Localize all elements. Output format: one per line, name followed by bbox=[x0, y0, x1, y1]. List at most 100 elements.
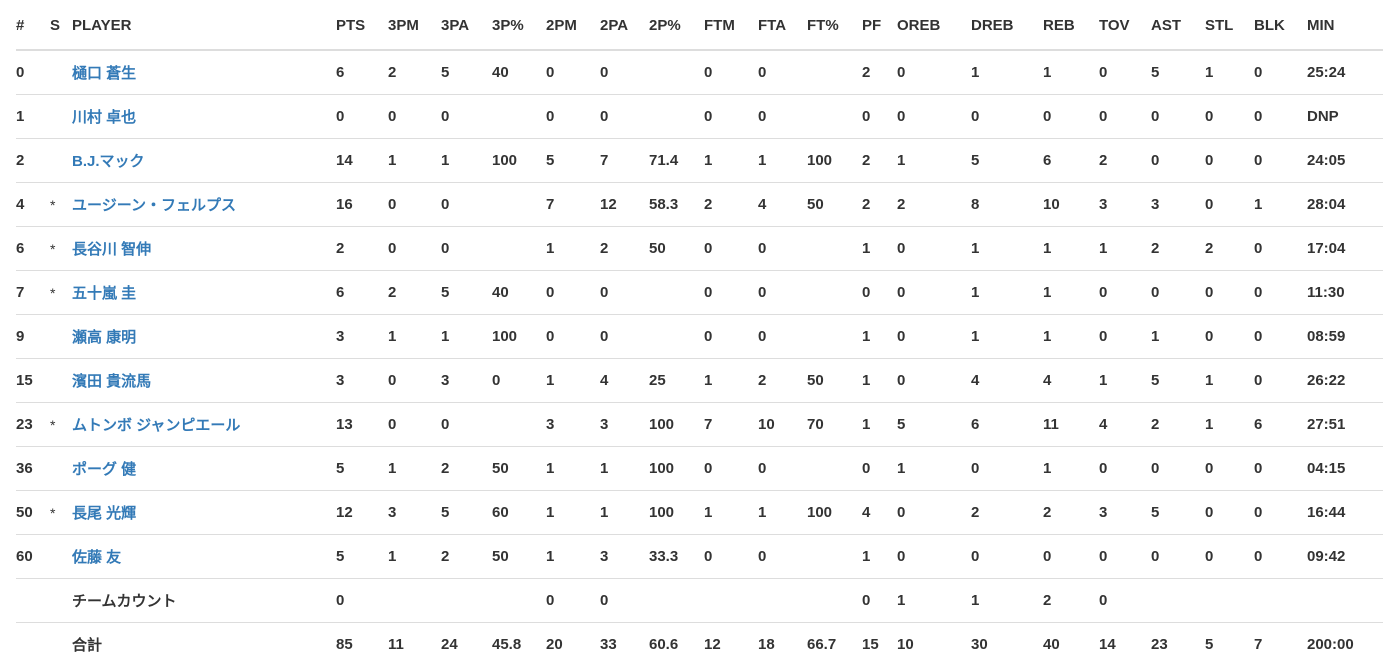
stat-2pa: 0 bbox=[600, 50, 649, 95]
stat-oreb: 0 bbox=[897, 315, 971, 359]
player-link[interactable]: 瀬高 康明 bbox=[72, 329, 136, 346]
column-header-3pa[interactable]: 3PA bbox=[441, 0, 492, 50]
stat-reb: 10 bbox=[1043, 183, 1099, 227]
column-header-2ppct[interactable]: 2P% bbox=[649, 0, 704, 50]
player-link[interactable]: 五十嵐 圭 bbox=[72, 285, 136, 302]
stat-3pm: 0 bbox=[388, 359, 441, 403]
stat-reb: 0 bbox=[1043, 95, 1099, 139]
stat-stl: 0 bbox=[1205, 95, 1254, 139]
stat-blk: 1 bbox=[1254, 183, 1307, 227]
stat-stl: 2 bbox=[1205, 227, 1254, 271]
stat-tov: 4 bbox=[1099, 403, 1151, 447]
column-header-stl[interactable]: STL bbox=[1205, 0, 1254, 50]
stat-3pa: 1 bbox=[441, 315, 492, 359]
stat-dreb: 4 bbox=[971, 359, 1043, 403]
stat-3pm: 0 bbox=[388, 95, 441, 139]
stat-2pa: 7 bbox=[600, 139, 649, 183]
stat-3pm: 2 bbox=[388, 271, 441, 315]
stat-min: 26:22 bbox=[1307, 359, 1383, 403]
stat-3pa: 0 bbox=[441, 403, 492, 447]
stat-2pm: 3 bbox=[546, 403, 600, 447]
stat-2p-pct: 25 bbox=[649, 359, 704, 403]
starter-marker: * bbox=[50, 271, 72, 315]
column-header-2pm[interactable]: 2PM bbox=[546, 0, 600, 50]
player-link[interactable]: 濱田 貴流馬 bbox=[72, 373, 151, 390]
stat-min: 28:04 bbox=[1307, 183, 1383, 227]
column-header-ftpct[interactable]: FT% bbox=[807, 0, 862, 50]
stat-ast: 0 bbox=[1151, 95, 1205, 139]
player-link[interactable]: 佐藤 友 bbox=[72, 549, 121, 566]
player-link[interactable]: ユージーン・フェルプス bbox=[72, 197, 236, 214]
column-header-ftm[interactable]: FTM bbox=[704, 0, 758, 50]
stat-tov: 0 bbox=[1099, 50, 1151, 95]
stat-oreb: 0 bbox=[897, 95, 971, 139]
stat-2pm: 20 bbox=[546, 623, 600, 666]
stat-pts: 3 bbox=[336, 315, 388, 359]
stat-fta: 0 bbox=[758, 315, 807, 359]
column-header-player[interactable]: PLAYER bbox=[72, 0, 336, 50]
column-header-oreb[interactable]: OREB bbox=[897, 0, 971, 50]
player-link[interactable]: ポーグ 健 bbox=[72, 461, 136, 478]
column-header-s[interactable]: S bbox=[50, 0, 72, 50]
column-header-blk[interactable]: BLK bbox=[1254, 0, 1307, 50]
stat-min: 200:00 bbox=[1307, 623, 1383, 666]
column-header-3ppct[interactable]: 3P% bbox=[492, 0, 546, 50]
stat-2p-pct: 60.6 bbox=[649, 623, 704, 666]
player-link[interactable]: 長谷川 智伸 bbox=[72, 241, 151, 258]
player-link[interactable]: 樋口 蒼生 bbox=[72, 65, 136, 82]
column-header-reb[interactable]: REB bbox=[1043, 0, 1099, 50]
stat-reb: 2 bbox=[1043, 579, 1099, 623]
stat-3pm: 1 bbox=[388, 139, 441, 183]
stat-pf: 15 bbox=[862, 623, 897, 666]
column-header-number[interactable]: # bbox=[16, 0, 50, 50]
stat-stl: 0 bbox=[1205, 139, 1254, 183]
stat-2pa: 12 bbox=[600, 183, 649, 227]
column-header-pts[interactable]: PTS bbox=[336, 0, 388, 50]
stat-3pm: 1 bbox=[388, 447, 441, 491]
stat-ftm: 1 bbox=[704, 359, 758, 403]
stat-2pa: 33 bbox=[600, 623, 649, 666]
stat-3p-pct: 40 bbox=[492, 271, 546, 315]
stat-oreb: 0 bbox=[897, 359, 971, 403]
stat-2pm: 0 bbox=[546, 315, 600, 359]
column-header-3pm[interactable]: 3PM bbox=[388, 0, 441, 50]
player-link[interactable]: 長尾 光輝 bbox=[72, 505, 136, 522]
column-header-tov[interactable]: TOV bbox=[1099, 0, 1151, 50]
stat-dreb: 8 bbox=[971, 183, 1043, 227]
player-cell: 長谷川 智伸 bbox=[72, 227, 336, 271]
starter-marker bbox=[50, 50, 72, 95]
column-header-2pa[interactable]: 2PA bbox=[600, 0, 649, 50]
stat-2pm: 0 bbox=[546, 579, 600, 623]
stat-2pm: 0 bbox=[546, 95, 600, 139]
starter-marker bbox=[50, 579, 72, 623]
stat-3p-pct: 100 bbox=[492, 315, 546, 359]
stat-ftm: 12 bbox=[704, 623, 758, 666]
stat-ftm: 0 bbox=[704, 95, 758, 139]
stat-3pa: 3 bbox=[441, 359, 492, 403]
player-link[interactable]: ムトンボ ジャンピエール bbox=[72, 417, 240, 434]
stat-tov: 0 bbox=[1099, 271, 1151, 315]
column-header-min[interactable]: MIN bbox=[1307, 0, 1383, 50]
stat-pts: 0 bbox=[336, 579, 388, 623]
column-header-fta[interactable]: FTA bbox=[758, 0, 807, 50]
stat-ft-pct bbox=[807, 535, 862, 579]
stat-dreb: 30 bbox=[971, 623, 1043, 666]
stat-2pm: 5 bbox=[546, 139, 600, 183]
column-header-ast[interactable]: AST bbox=[1151, 0, 1205, 50]
stat-2p-pct: 100 bbox=[649, 403, 704, 447]
stat-reb: 11 bbox=[1043, 403, 1099, 447]
stat-dreb: 1 bbox=[971, 315, 1043, 359]
player-link[interactable]: B.J.マック bbox=[72, 153, 145, 170]
stat-dreb: 0 bbox=[971, 95, 1043, 139]
stat-blk: 0 bbox=[1254, 535, 1307, 579]
player-link[interactable]: 川村 卓也 bbox=[72, 109, 136, 126]
column-header-dreb[interactable]: DREB bbox=[971, 0, 1043, 50]
stat-3p-pct: 45.8 bbox=[492, 623, 546, 666]
stat-3p-pct bbox=[492, 403, 546, 447]
stat-2pa: 0 bbox=[600, 315, 649, 359]
stat-fta: 2 bbox=[758, 359, 807, 403]
column-header-pf[interactable]: PF bbox=[862, 0, 897, 50]
